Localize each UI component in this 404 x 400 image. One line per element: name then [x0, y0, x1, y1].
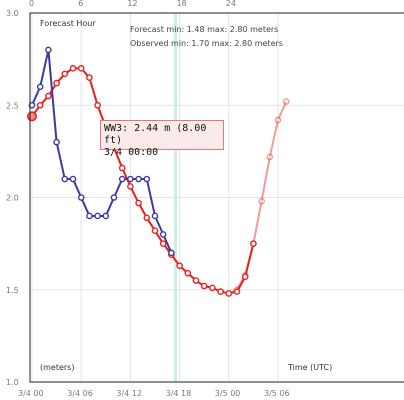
y-tick-label: 2.5 [6, 101, 19, 110]
forecast-stats: Forecast min: 1.48 max: 2.80 meters [130, 25, 278, 34]
x-tick-label: 3/4 06 [67, 389, 93, 398]
observed-series [28, 46, 175, 257]
x-tick-label: 3/5 00 [215, 389, 241, 398]
y-tick-label: 2.0 [6, 194, 19, 203]
observed-point [69, 175, 77, 183]
observed-point [28, 101, 36, 109]
tooltip-value: WW3: 2.44 m (8.00 ft) [104, 123, 207, 146]
top-x-tick-label: 6 [78, 0, 83, 8]
observed-point [143, 175, 151, 183]
forecast-point [36, 101, 44, 109]
forecast-point [135, 199, 142, 207]
forecast-point [143, 214, 151, 222]
forecast-point [61, 70, 69, 78]
observed-point [168, 249, 175, 257]
observed-line [31, 49, 173, 254]
observed-point [135, 175, 142, 183]
forecast-point [233, 288, 241, 295]
observed-point [77, 194, 85, 201]
observed-point [159, 231, 167, 238]
faded-forecast-point [274, 116, 282, 124]
highlighted-forecast-point [27, 111, 37, 122]
x-tick-label: 3/4 18 [166, 389, 192, 398]
forecast-point [77, 65, 85, 72]
y-unit-label: (meters) [40, 363, 74, 372]
forecast-point [209, 284, 216, 292]
forecast-hour-label: Forecast Hour [40, 19, 96, 28]
faded-forecast-point [266, 153, 274, 161]
top-x-tick-label: 24 [226, 0, 236, 8]
observed-point [86, 212, 93, 220]
forecast-point [176, 262, 183, 270]
forecast-point [151, 227, 159, 235]
forecast-point [159, 240, 167, 247]
faded-forecast-point [282, 98, 290, 105]
observed-point [127, 175, 134, 183]
top-x-tick-label: 18 [177, 0, 187, 8]
plot-frame [29, 12, 404, 383]
x-tick-label: 3/5 06 [264, 389, 290, 398]
forecast-point [45, 92, 52, 100]
forecast-point [225, 290, 233, 297]
forecast-line [31, 67, 255, 295]
observed-point [102, 212, 110, 220]
tooltip-time: 3/4 00:00 [104, 147, 159, 158]
axis-ticks: 1.0 1.5 2.0 2.5 3.0 3/4 00 0 3/4 06 6 3/4 12 12 3/4… [6, 0, 290, 398]
observed-point [53, 138, 60, 146]
observed-point [45, 46, 52, 54]
top-x-tick-label: 12 [127, 0, 137, 8]
observed-point [36, 83, 44, 91]
forecast-point [200, 282, 208, 290]
forecast-point [69, 65, 77, 72]
observed-point [110, 194, 118, 201]
forecast-point [192, 277, 200, 284]
grid [30, 12, 404, 383]
forecast-point [86, 74, 93, 81]
forecast-series [27, 65, 257, 297]
y-tick-label: 1.0 [6, 378, 19, 387]
observed-point [151, 212, 159, 220]
y-tick-label: 3.0 [6, 9, 19, 18]
x-tick-label: 3/4 12 [116, 389, 142, 398]
forecast-point [250, 240, 257, 247]
faded-forecast-point [258, 197, 265, 205]
x-axis-title: Time (UTC) [287, 363, 332, 372]
data-tooltip: WW3: 2.44 m (8.00 ft) 3/4 00:00 [100, 120, 224, 158]
forecast-point [217, 288, 224, 295]
forecast-point [118, 164, 126, 172]
observed-point [61, 175, 69, 183]
observed-point [118, 175, 126, 183]
forecast-point [53, 79, 60, 87]
forecast-point [184, 269, 192, 277]
y-tick-label: 1.5 [6, 286, 19, 295]
observed-stats: Observed min: 1.70 max: 2.80 meters [130, 39, 283, 48]
forecast-point [241, 273, 249, 281]
observed-point [94, 212, 101, 220]
forecast-point [94, 101, 101, 109]
x-tick-label: 3/4 00 [18, 389, 44, 398]
top-x-tick-label: 0 [29, 0, 34, 8]
forecast-point [127, 183, 134, 190]
